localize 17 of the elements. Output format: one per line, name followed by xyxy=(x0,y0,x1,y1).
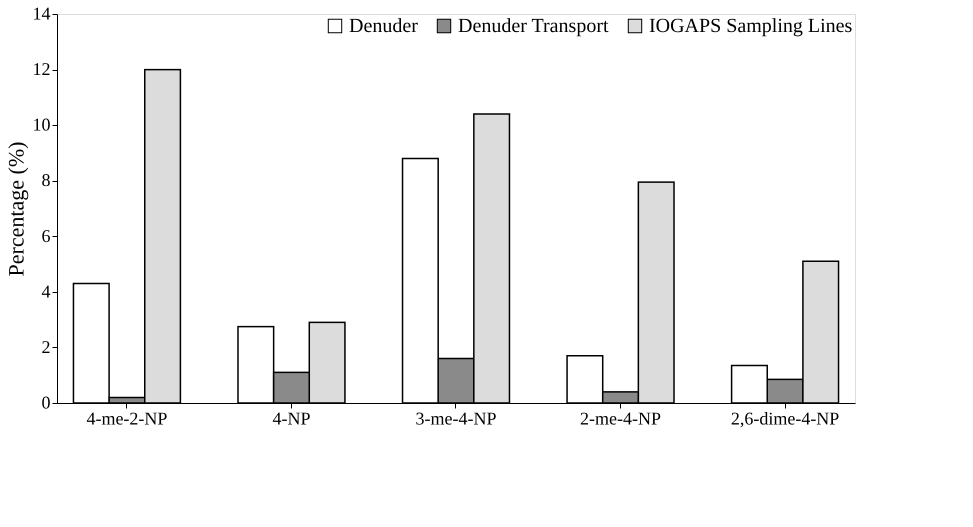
y-axis-title: Percentage (%) xyxy=(4,142,28,276)
x-tick-label: 2-me-4-NP xyxy=(580,408,662,428)
x-tick-label: 3-me-4-NP xyxy=(416,408,496,428)
x-tick-label: 2,6-dime-4-NP xyxy=(730,408,840,428)
y-tick-label: 6 xyxy=(42,226,50,246)
y-tick-label: 0 xyxy=(42,392,50,412)
y-tick-label: 12 xyxy=(32,59,50,80)
y-tick-label: 8 xyxy=(42,170,50,190)
legend-label: Denuder Transport xyxy=(458,15,609,37)
x-tick-label: 4-NP xyxy=(272,408,310,428)
legend-label: IOGAPS Sampling Lines xyxy=(649,15,853,37)
y-tick-label: 4 xyxy=(42,281,50,302)
y-tick-label: 14 xyxy=(32,4,50,24)
x-tick-label: 4-me-2-NP xyxy=(86,408,168,428)
y-tick-label: 10 xyxy=(32,114,50,135)
y-tick-label: 2 xyxy=(42,336,50,357)
legend-label: Denuder xyxy=(349,15,418,37)
